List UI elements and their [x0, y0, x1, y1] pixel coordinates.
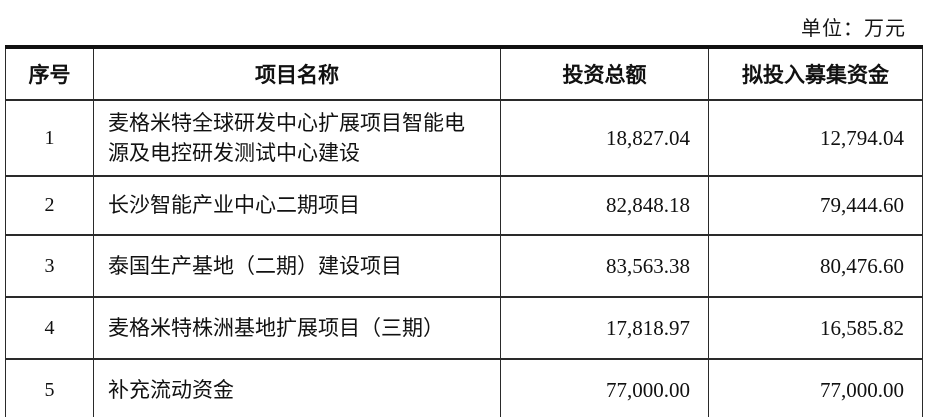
header-raised-funds: 拟投入募集资金	[708, 46, 923, 101]
raised-funds-value: 12,794.04	[708, 99, 923, 177]
row-index: 3	[5, 234, 94, 298]
row-index: 1	[5, 99, 94, 177]
raised-funds-value: 80,476.60	[708, 234, 923, 298]
header-total-investment: 投资总额	[500, 46, 709, 101]
raised-funds-value: 77,000.00	[708, 358, 923, 417]
table-row: 4 麦格米特株洲基地扩展项目（三期） 17,818.97 16,585.82	[5, 296, 923, 360]
project-name: 泰国生产基地（二期）建设项目	[93, 234, 501, 298]
total-investment-value: 17,818.97	[500, 296, 709, 360]
project-name: 补充流动资金	[93, 358, 501, 417]
project-name: 麦格米特全球研发中心扩展项目智能电源及电控研发测试中心建设	[93, 99, 501, 177]
raised-funds-value: 16,585.82	[708, 296, 923, 360]
raised-funds-value: 79,444.60	[708, 175, 923, 236]
row-index: 5	[5, 358, 94, 417]
fundraising-projects-table: 序号 项目名称 投资总额 拟投入募集资金 1 麦格米特全球研发中心扩展项目智能电…	[5, 45, 923, 417]
project-name: 麦格米特株洲基地扩展项目（三期）	[93, 296, 501, 360]
total-investment-value: 18,827.04	[500, 99, 709, 177]
unit-label: 单位：万元	[801, 18, 906, 40]
header-project-name: 项目名称	[93, 46, 501, 101]
table-row: 2 长沙智能产业中心二期项目 82,848.18 79,444.60	[5, 175, 923, 236]
total-investment-value: 77,000.00	[500, 358, 709, 417]
total-investment-value: 83,563.38	[500, 234, 709, 298]
table-row: 3 泰国生产基地（二期）建设项目 83,563.38 80,476.60	[5, 234, 923, 298]
project-name: 长沙智能产业中心二期项目	[93, 175, 501, 236]
row-index: 2	[5, 175, 94, 236]
table-row: 1 麦格米特全球研发中心扩展项目智能电源及电控研发测试中心建设 18,827.0…	[5, 99, 923, 177]
table-row: 5 补充流动资金 77,000.00 77,000.00	[5, 358, 923, 417]
total-investment-value: 82,848.18	[500, 175, 709, 236]
table-header-row: 序号 项目名称 投资总额 拟投入募集资金	[5, 46, 923, 101]
header-index: 序号	[5, 46, 94, 101]
row-index: 4	[5, 296, 94, 360]
